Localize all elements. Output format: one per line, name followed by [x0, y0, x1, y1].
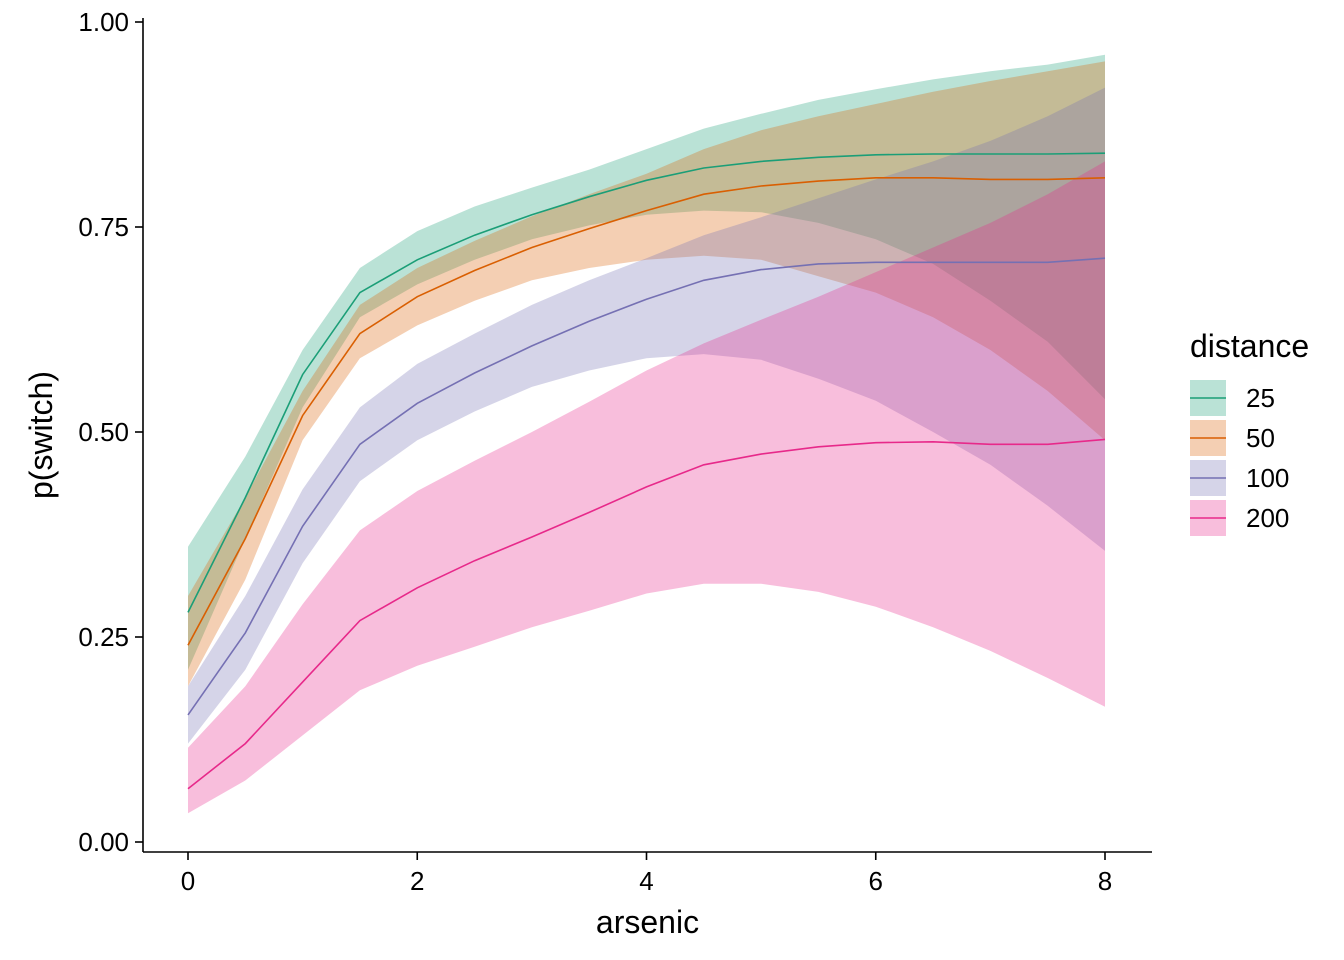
line-distance-50 — [187, 177, 1106, 646]
x-tick-label: 4 — [639, 866, 653, 896]
line-distance-25 — [187, 152, 1106, 613]
legend: distance 25 50 100 200 — [1190, 328, 1309, 536]
legend-label-25: 25 — [1246, 383, 1275, 413]
legend-label-200: 200 — [1246, 503, 1289, 533]
line-distance-100 — [187, 257, 1106, 716]
x-tick-label: 8 — [1098, 866, 1112, 896]
y-tick-label: 0.00 — [78, 827, 129, 857]
x-tick-label: 0 — [181, 866, 195, 896]
legend-title: distance — [1190, 328, 1309, 364]
band-distance-50 — [188, 61, 1105, 687]
series-lines — [187, 152, 1106, 790]
legend-label-100: 100 — [1246, 463, 1289, 493]
y-axis-title: p(switch) — [23, 371, 59, 499]
line-distance-200 — [187, 438, 1106, 790]
axes: 0 2 4 6 8 0.00 0.25 0.50 0.75 1.00 — [78, 7, 1152, 896]
x-tick-label: 2 — [410, 866, 424, 896]
x-axis-title: arsenic — [596, 904, 699, 940]
x-tick-label: 6 — [869, 866, 883, 896]
band-distance-25 — [188, 54, 1105, 670]
y-tick-label: 0.50 — [78, 417, 129, 447]
y-tick-label: 0.75 — [78, 212, 129, 242]
band-distance-100 — [188, 87, 1105, 744]
confidence-bands — [188, 54, 1105, 814]
y-tick-label: 0.25 — [78, 622, 129, 652]
y-tick-label: 1.00 — [78, 7, 129, 37]
legend-label-50: 50 — [1246, 423, 1275, 453]
